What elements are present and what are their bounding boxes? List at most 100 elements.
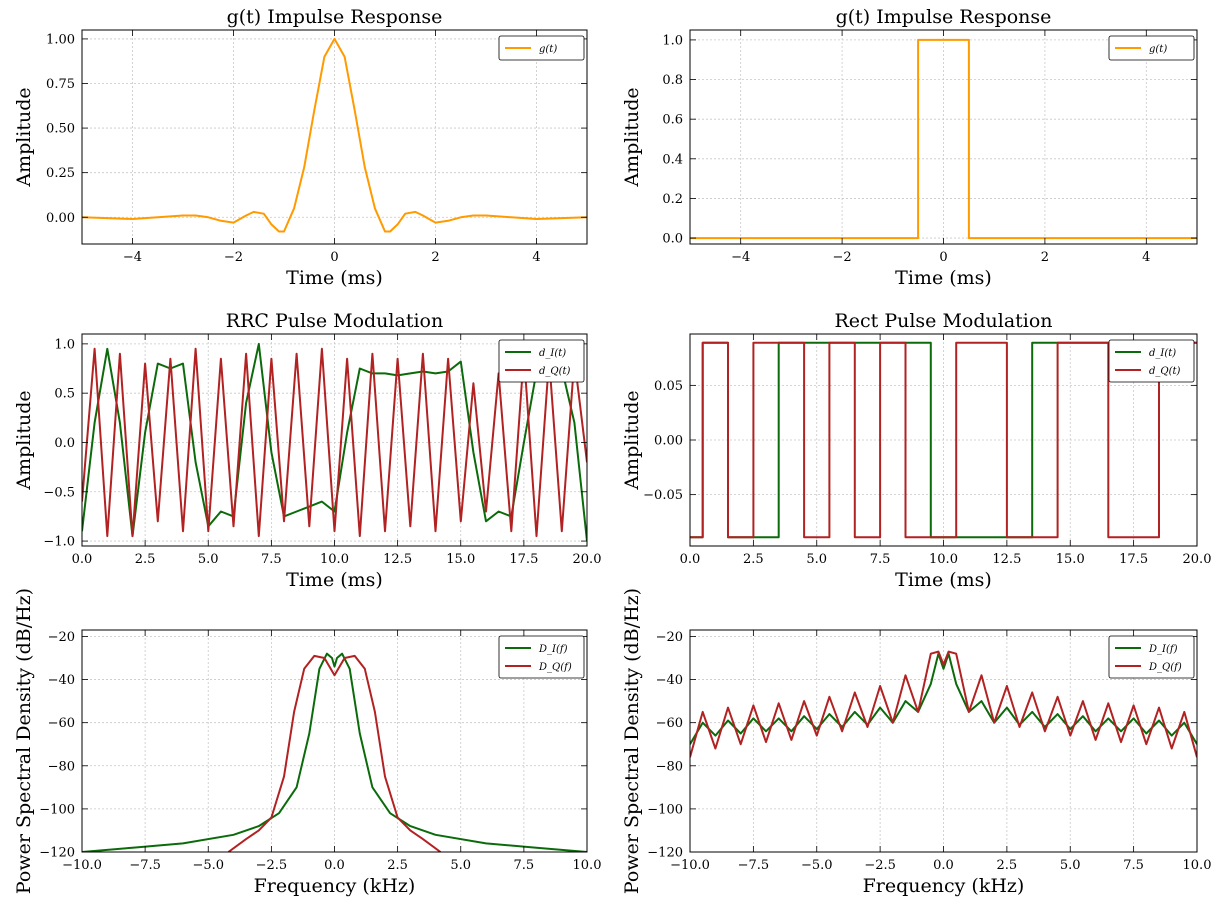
x-tick-label: 0.0 (324, 858, 345, 873)
legend-box (498, 635, 585, 679)
y-tick-label: 0.50 (46, 122, 75, 137)
legend: g(t) (1108, 35, 1195, 61)
series-line-1 (82, 342, 587, 542)
x-tick-label: 12.5 (992, 552, 1021, 567)
x-tick-label: 2.5 (743, 552, 764, 567)
y-tick-label: 0.0 (662, 232, 683, 247)
legend-label: d_Q(t) (1149, 366, 1181, 377)
x-axis-label: Frequency (kHz) (254, 875, 416, 897)
y-axis-label: Amplitude (13, 87, 35, 187)
chart-panel-3: 0.0 2.5 5.0 7.5 10.0 12.5 15.0 17.5 20.0 −1.0 −0.5… (13, 310, 601, 591)
x-tick-label: 0.0 (72, 552, 93, 567)
x-tick-label: 15.0 (1056, 552, 1085, 567)
y-tick-label: 1.00 (46, 32, 75, 47)
y-tick-label: 0.75 (46, 77, 75, 92)
chart-panel-4: 0.0 2.5 5.0 7.5 10.0 12.5 15.0 17.5 20.0 −0.05 0.0… (621, 310, 1211, 591)
x-tick-label: 10.0 (1183, 858, 1212, 873)
x-tick-label: 20.0 (1183, 552, 1212, 567)
legend-label: d_I(t) (539, 348, 566, 359)
gridlines (690, 30, 1197, 244)
legend-label: D_I(f) (1148, 644, 1178, 655)
x-tick-label: −4 (731, 250, 750, 265)
y-tick-label: −20 (48, 630, 75, 645)
chart-title: g(t) Impulse Response (836, 6, 1052, 28)
x-tick-label: 0 (330, 250, 338, 265)
x-tick-label: 7.5 (1123, 858, 1144, 873)
gridlines (82, 30, 587, 244)
y-tick-label: 1.0 (54, 337, 75, 352)
series-line-1 (82, 37, 587, 233)
series-line-1 (690, 652, 1197, 745)
y-tick-label: −40 (656, 673, 683, 688)
x-tick-label: 2.5 (135, 552, 156, 567)
series-line-2 (690, 650, 1197, 758)
x-tick-label: 7.5 (514, 858, 535, 873)
x-tick-label: −2.5 (256, 858, 288, 873)
y-tick-label: 0.6 (662, 113, 683, 128)
chart-title: RRC Pulse Modulation (226, 310, 443, 332)
x-tick-label: −2 (833, 250, 852, 265)
y-tick-label: −60 (48, 716, 75, 731)
y-tick-label: 0.00 (654, 434, 683, 449)
x-axis-label: Time (ms) (895, 267, 992, 289)
x-tick-label: 17.5 (509, 552, 538, 567)
legend-label: D_I(f) (538, 644, 568, 655)
y-tick-label: −1.0 (43, 535, 75, 550)
legend-box (1108, 635, 1195, 679)
x-tick-label: 4 (532, 250, 540, 265)
series-line-1 (82, 652, 587, 852)
y-tick-label: −80 (656, 759, 683, 774)
y-tick-label: 1.0 (662, 33, 683, 48)
x-tick-label: −10.0 (670, 858, 710, 873)
x-axis-label: Time (ms) (286, 267, 383, 289)
x-tick-label: 0.0 (933, 858, 954, 873)
y-tick-label: −100 (39, 802, 75, 817)
y-tick-label: 0.5 (54, 387, 75, 402)
x-tick-label: 7.5 (870, 552, 891, 567)
y-tick-label: −0.5 (43, 485, 75, 500)
series-line-2 (227, 654, 442, 852)
y-tick-label: −120 (39, 846, 75, 861)
x-tick-label: 10.0 (573, 858, 602, 873)
x-tick-label: −5.0 (801, 858, 833, 873)
x-tick-label: −10.0 (62, 858, 102, 873)
x-tick-label: 5.0 (450, 858, 471, 873)
series-line-2 (690, 341, 1197, 539)
legend-label: D_Q(f) (1148, 662, 1182, 673)
x-tick-label: 5.0 (806, 552, 827, 567)
legend-label: g(t) (1149, 44, 1167, 55)
chart-panel-2: −4 −2 0 2 4 0.0 0.2 0.4 0.6 0.8 1.0 g(t) Impulse Re… (621, 6, 1198, 289)
x-tick-label: 12.5 (383, 552, 412, 567)
x-tick-label: 17.5 (1119, 552, 1148, 567)
legend-label: d_Q(t) (539, 366, 571, 377)
x-tick-label: −2.5 (864, 858, 896, 873)
x-axis-label: Time (ms) (895, 569, 992, 591)
x-tick-label: −4 (123, 250, 142, 265)
series-line-1 (690, 38, 1197, 240)
x-axis-label: Frequency (kHz) (863, 875, 1025, 897)
y-tick-label: −0.05 (643, 488, 683, 503)
chart-title: Rect Pulse Modulation (834, 310, 1052, 332)
x-tick-label: 0 (939, 250, 947, 265)
x-axis-label: Time (ms) (286, 569, 383, 591)
y-tick-label: −40 (48, 673, 75, 688)
y-axis-label: Amplitude (621, 390, 643, 490)
x-tick-label: 4 (1142, 250, 1150, 265)
x-tick-label: 2 (431, 250, 439, 265)
y-tick-label: −100 (647, 802, 683, 817)
x-tick-label: 10.0 (320, 552, 349, 567)
y-axis-label: Amplitude (621, 87, 643, 187)
y-axis-label: Amplitude (13, 390, 35, 490)
x-tick-label: −2 (224, 250, 243, 265)
chart-panel-5: −10.0 −7.5 −5.0 −2.5 0.0 2.5 5.0 7.5 10.0 −120 −10… (13, 588, 601, 897)
x-tick-label: −5.0 (192, 858, 224, 873)
x-tick-label: 20.0 (573, 552, 602, 567)
legend-label: D_Q(f) (538, 662, 572, 673)
y-tick-label: 0.2 (662, 192, 683, 207)
legend: D_I(f) D_Q(f) (1108, 635, 1195, 679)
x-tick-label: 10.0 (929, 552, 958, 567)
x-tick-label: 2 (1041, 250, 1049, 265)
legend-box (498, 35, 585, 61)
y-tick-label: −60 (656, 716, 683, 731)
